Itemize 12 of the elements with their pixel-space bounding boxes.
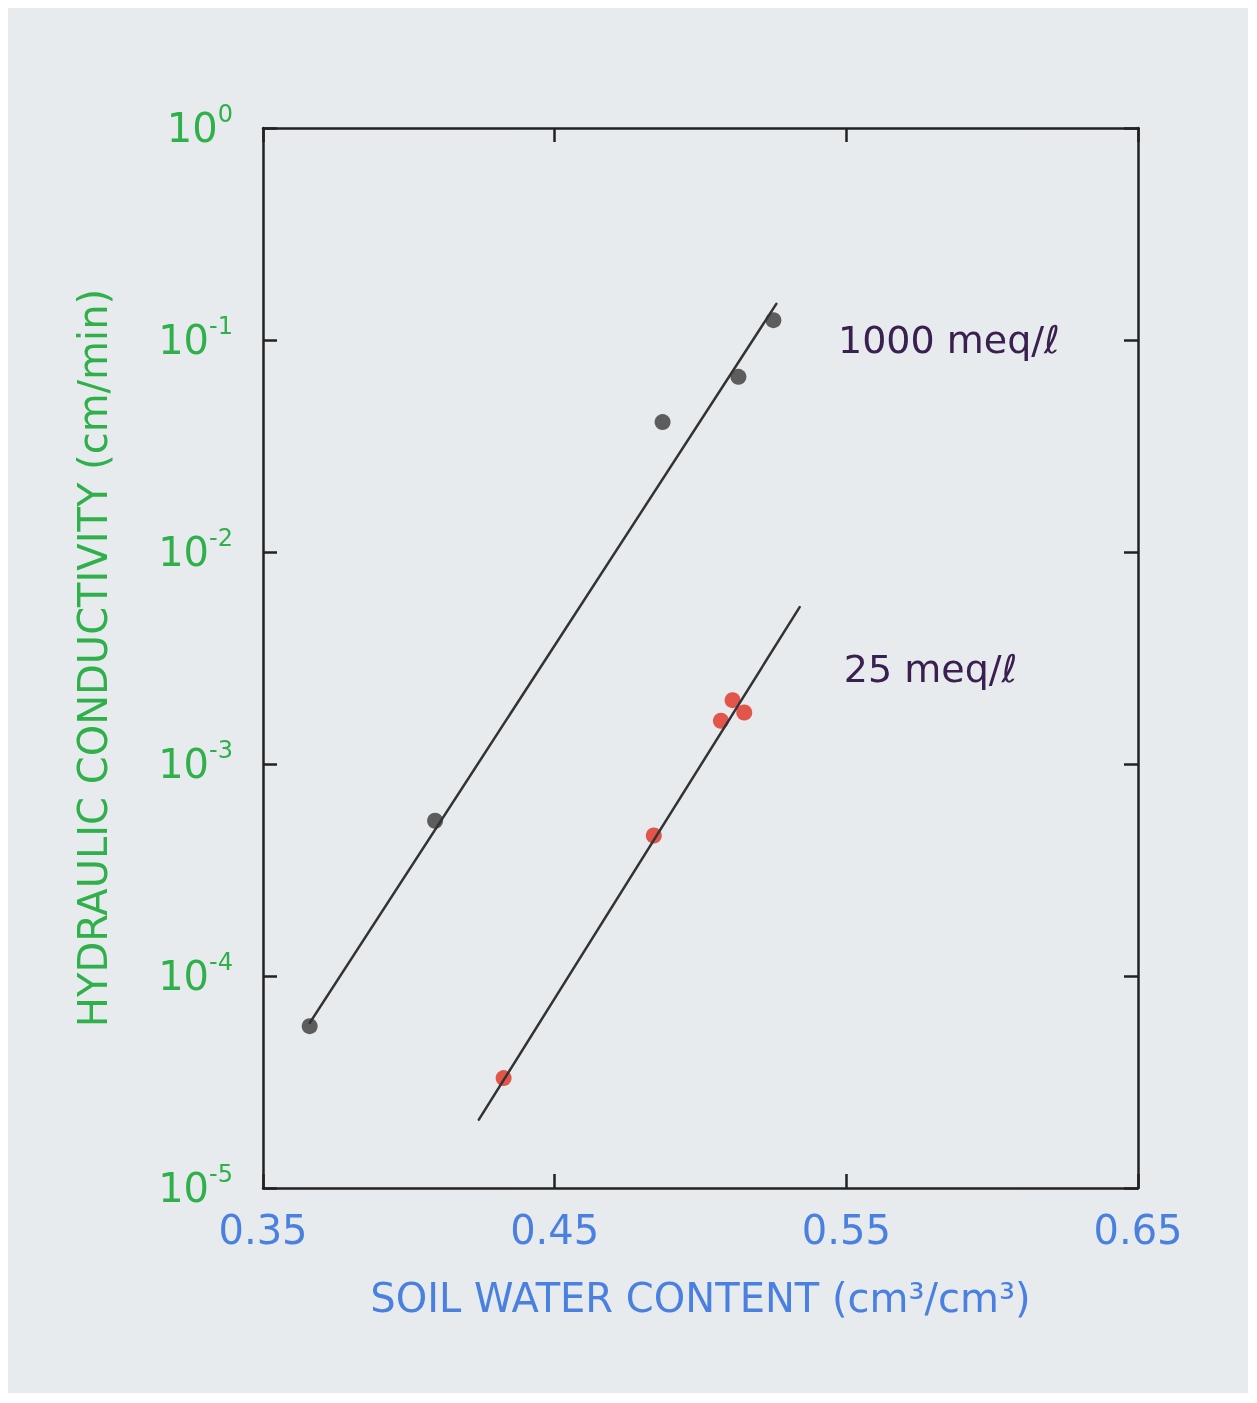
y-axis-title: HYDRAULIC CONDUCTIVITY (cm/min) [70,288,116,1028]
x-axis-title: SOIL WATER CONTENT (cm³/cm³) [370,1275,1031,1321]
annotation: 25 meq/ℓ [843,647,1018,692]
y-tick-label: 10$^{-3}$ [158,736,233,787]
x-tick-label: 0.45 [510,1207,600,1253]
y-tick-label: 10$^{-4}$ [158,948,233,999]
y-tick-label: 10$^{0}$ [166,100,233,151]
y-tick-label: 10$^{-2}$ [158,524,233,575]
x-tick-label: 0.55 [801,1207,891,1253]
y-tick-label: 10$^{-1}$ [158,312,233,363]
x-tick-label: 0.65 [1093,1207,1183,1253]
annotation: 1000 meq/ℓ [838,318,1060,362]
